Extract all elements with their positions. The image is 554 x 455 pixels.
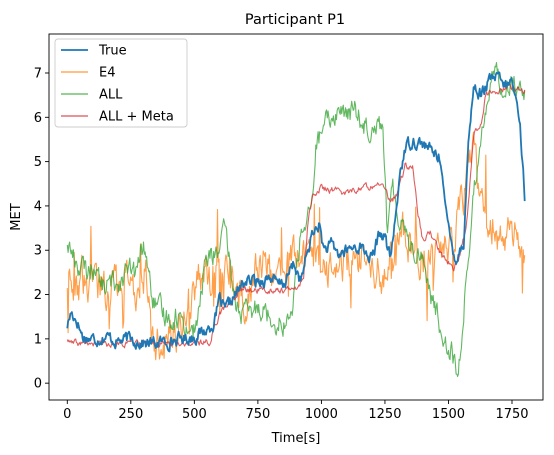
y-tick-label: 3 (34, 244, 42, 259)
x-tick-label: 0 (63, 407, 71, 422)
legend-label: E4 (99, 66, 116, 81)
x-axis-label: Time[s] (271, 431, 321, 446)
legend-label: ALL (99, 88, 123, 103)
legend-label: True (98, 44, 127, 59)
x-tick-label: 1750 (495, 407, 528, 422)
x-tick-label: 1000 (305, 407, 338, 422)
chart-title: Participant P1 (245, 12, 345, 28)
y-tick-label: 2 (34, 288, 42, 303)
legend: True E4 ALL ALL + Meta (55, 39, 187, 127)
x-tick-label: 1250 (368, 407, 401, 422)
x-tick-label: 250 (118, 407, 143, 422)
x-tick-label: 1500 (432, 407, 465, 422)
x-tick-label: 500 (182, 407, 207, 422)
y-tick-label: 0 (34, 377, 42, 392)
y-tick-label: 1 (34, 332, 42, 347)
y-tick-label: 5 (34, 155, 42, 170)
y-tick-label: 7 (34, 66, 42, 81)
y-tick-label: 6 (34, 111, 42, 126)
legend-label: ALL + Meta (99, 110, 174, 125)
x-tick-label: 750 (245, 407, 270, 422)
y-axis-label: MET (9, 203, 24, 230)
y-tick-label: 4 (34, 199, 42, 214)
